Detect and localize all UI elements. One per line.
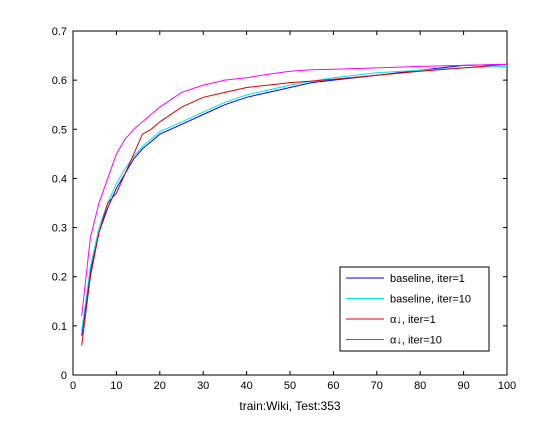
x-tick-label: 80: [414, 380, 426, 392]
y-tick-label: 0.7: [52, 26, 67, 38]
tick-layer: 0 10 20 30 40 50 60 70 80 90 100 0 0.1 0.2 0.3 0.4 0.5 0.…: [52, 26, 516, 392]
x-axis-label: train:Wiki, Test:353: [239, 399, 340, 413]
x-tick-label: 30: [197, 380, 209, 392]
x-tick-label: 40: [240, 380, 252, 392]
x-tick-label: 60: [327, 380, 339, 392]
x-tick-label: 90: [457, 380, 469, 392]
y-tick-label: 0.2: [52, 272, 67, 284]
x-tick-label: 10: [110, 380, 122, 392]
series-line-2: [81, 65, 508, 331]
y-tick-label: 0.3: [52, 223, 67, 235]
x-tick-label: 70: [371, 380, 383, 392]
x-tick-label: 50: [284, 380, 296, 392]
legend-label-3: α↓, iter=1: [390, 314, 436, 326]
x-tick-label: 100: [498, 380, 516, 392]
x-tick-label: 0: [70, 380, 76, 392]
y-tick-label: 0.4: [52, 173, 67, 185]
y-tick-label: 0.6: [52, 75, 67, 87]
legend-box: [339, 266, 490, 352]
series-layer: [81, 63, 508, 346]
legend-label-2: baseline, iter=10: [390, 294, 471, 306]
y-tick-label: 0.5: [52, 124, 67, 136]
x-tick-label: 20: [154, 380, 166, 392]
series-line-3: [81, 63, 508, 346]
y-tick-label: 0: [61, 370, 67, 382]
legend: baseline, iter=1 baseline, iter=10 α↓, ite…: [339, 266, 490, 352]
legend-label-4: α↓, iter=10: [390, 335, 442, 347]
series-line-4: [81, 63, 508, 317]
legend-label-1: baseline, iter=1: [390, 273, 465, 285]
y-tick-label: 0.1: [52, 321, 67, 333]
